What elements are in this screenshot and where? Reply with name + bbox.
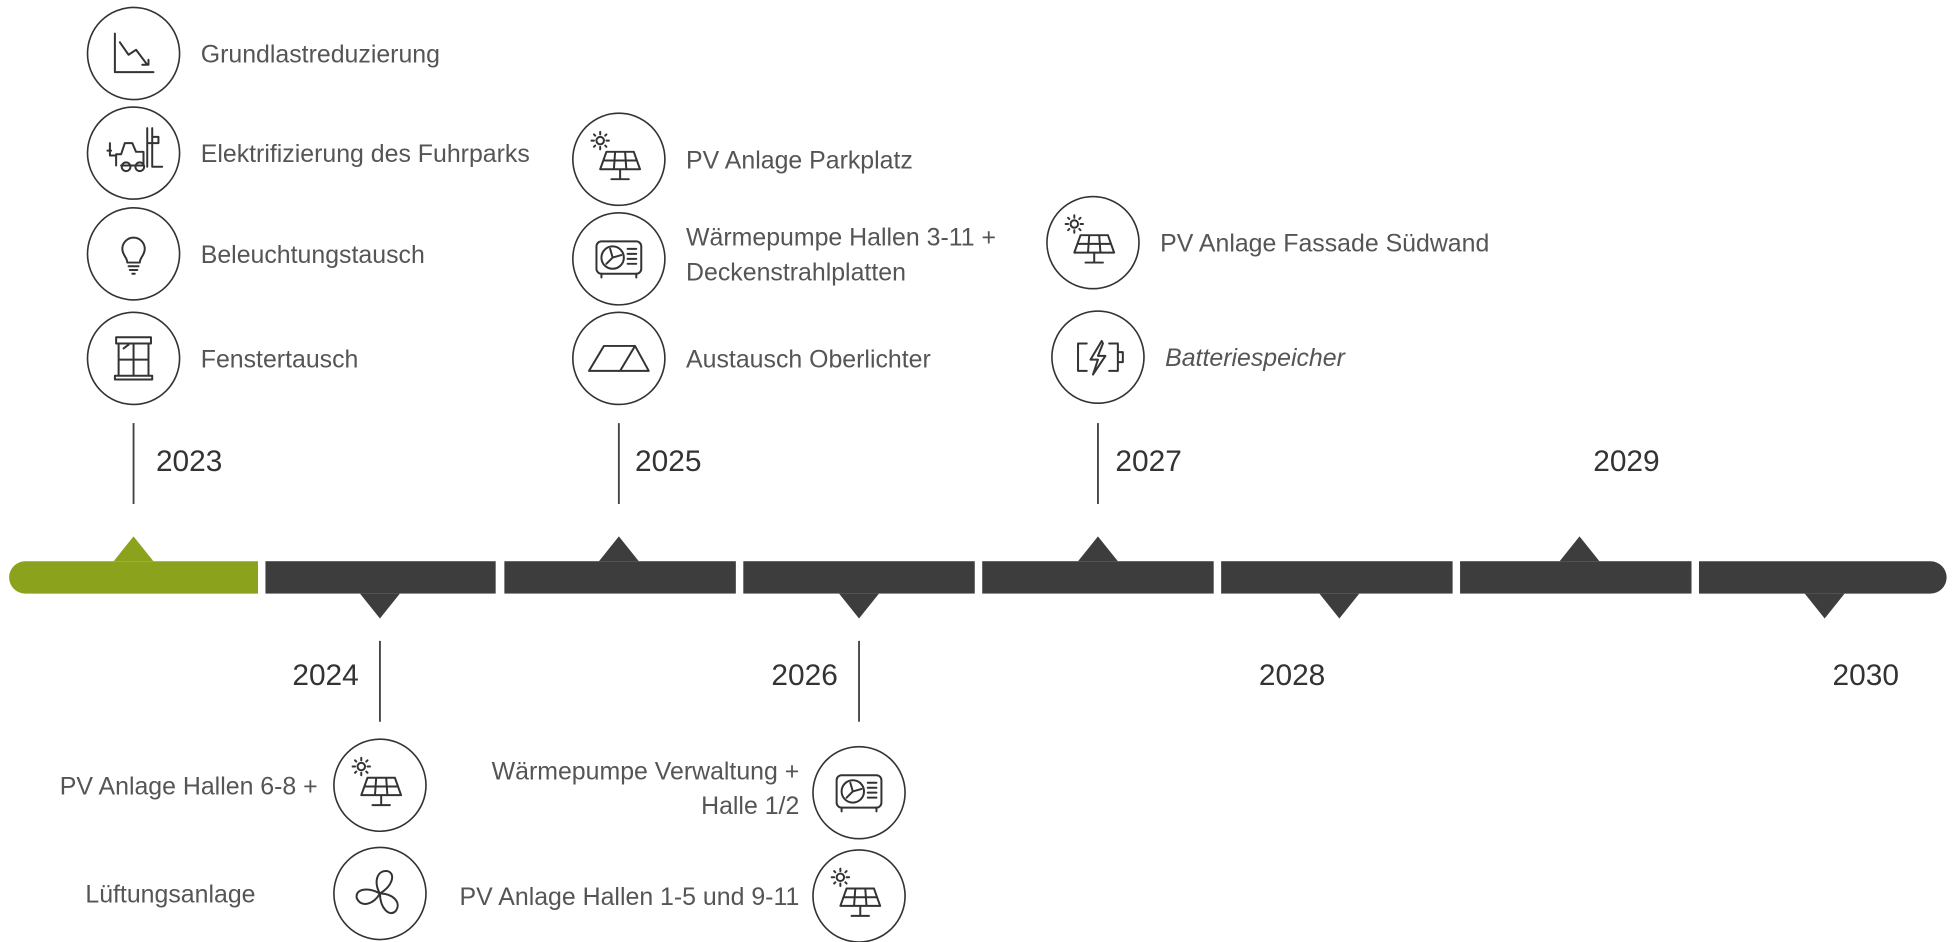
milestone-item: Grundlastreduzierung <box>86 6 440 101</box>
timeline-bar <box>9 561 1947 594</box>
icon-circle <box>86 6 181 101</box>
year-label: 2028 <box>1259 659 1325 692</box>
item-label: Beleuchtungstausch <box>201 241 425 269</box>
year-label: 2026 <box>771 659 837 692</box>
year-label: 2024 <box>292 659 358 692</box>
icon <box>106 127 164 173</box>
icon <box>835 774 883 813</box>
icon <box>355 870 399 915</box>
icon <box>1064 214 1116 264</box>
milestone-item: Batteriespeicher <box>1051 310 1347 404</box>
item-label: Elektrifizierung des Fuhrparks <box>201 140 530 168</box>
bar-segment <box>504 561 736 594</box>
milestone-item: PV Anlage Fassade Südwand <box>1046 195 1489 290</box>
icon <box>1077 339 1124 376</box>
icon-circle <box>812 849 906 942</box>
milestone-item: Elektrifizierung des Fuhrparks <box>86 106 530 200</box>
year-marker <box>113 536 154 562</box>
icon <box>113 336 154 381</box>
item-label: PV Anlage Parkplatz <box>686 146 913 174</box>
bar-segment <box>1698 561 1947 594</box>
item-label: Halle 1/2 <box>701 792 799 820</box>
bar-segment <box>743 561 975 594</box>
milestone-item: PV Anlage Hallen 1-5 und 9-11 <box>460 849 906 942</box>
item-label: PV Anlage Hallen 1-5 und 9-11 <box>460 883 800 911</box>
year-label: 2025 <box>635 445 701 478</box>
bar-segment <box>1460 561 1692 594</box>
milestone-item: Beleuchtungstausch <box>86 207 425 301</box>
item-label: Wärmepumpe Hallen 3-11 + <box>686 224 996 252</box>
icon <box>590 130 642 181</box>
item-label: PV Anlage Hallen 6-8 + <box>60 772 318 800</box>
milestone-item: PV Anlage Parkplatz <box>572 112 913 207</box>
year-label: 2027 <box>1115 445 1181 478</box>
icon-circle <box>86 207 181 301</box>
icon-circle <box>572 112 666 207</box>
icon-circle <box>1046 195 1140 290</box>
icon-circle <box>572 211 666 306</box>
item-label: Lüftungsanlage <box>85 881 255 909</box>
icon-circle <box>1051 310 1145 404</box>
bar-segment-current <box>9 561 258 594</box>
year-marker <box>839 593 879 619</box>
milestone-item: PV Anlage Hallen 6-8 + <box>60 738 427 833</box>
milestone-item: Lüftungsanlage <box>85 846 427 941</box>
icon <box>830 867 882 917</box>
icon <box>588 344 650 372</box>
item-label: Grundlastreduzierung <box>201 41 440 69</box>
icon-circle <box>333 738 427 833</box>
item-label: PV Anlage Fassade Südwand <box>1160 230 1489 258</box>
icon <box>113 32 155 74</box>
year-marker <box>1078 536 1118 562</box>
year-marker <box>1559 536 1600 562</box>
icon <box>351 756 403 807</box>
milestone-item: Fenstertausch <box>86 311 359 406</box>
item-label: Fenstertausch <box>201 345 359 373</box>
year-label: 2023 <box>156 445 222 478</box>
icon-circle <box>572 311 666 406</box>
item-label: Wärmepumpe Verwaltung + <box>492 757 800 785</box>
bar-segment <box>265 561 496 594</box>
milestone-item: Wärmepumpe Verwaltung + Halle 1/2 <box>492 745 906 840</box>
bar-segment <box>1221 561 1453 594</box>
item-label: Batteriespeicher <box>1165 344 1346 372</box>
icon <box>121 236 146 275</box>
icon <box>595 240 643 279</box>
item-label: Austausch Oberlichter <box>686 345 931 373</box>
milestone-item: Wärmepumpe Hallen 3-11 + Deckenstrahlplat… <box>572 211 996 306</box>
year-marker <box>598 536 639 562</box>
icon-circle <box>812 745 906 840</box>
bar-segment <box>982 561 1214 594</box>
milestone-item: Austausch Oberlichter <box>572 311 931 406</box>
year-label: 2029 <box>1593 445 1659 478</box>
year-marker <box>1319 593 1360 619</box>
item-label: Deckenstrahlplatten <box>686 258 906 286</box>
icon-circle <box>86 106 181 200</box>
year-label: 2030 <box>1833 659 1899 692</box>
year-marker <box>360 593 400 619</box>
year-marker <box>1804 593 1845 619</box>
